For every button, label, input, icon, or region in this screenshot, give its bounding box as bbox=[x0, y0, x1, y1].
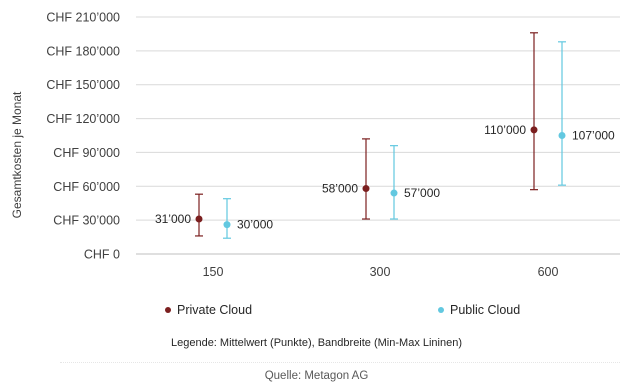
y-tick-label: CHF 90’000 bbox=[53, 146, 120, 160]
legend-marker-public-icon bbox=[438, 307, 444, 313]
data-label: 58’000 bbox=[322, 182, 358, 196]
chart-area: CHF 0 CHF 30’000 CHF 60’000 CHF 90’000 CHF 1… bbox=[10, 11, 620, 279]
y-tick-label: CHF 0 bbox=[84, 248, 120, 262]
source-caption: Quelle: Metagon AG bbox=[264, 370, 369, 382]
mean-point bbox=[390, 189, 398, 197]
data-label: 30’000 bbox=[237, 218, 273, 232]
divider bbox=[60, 362, 620, 363]
legend-item-private-cloud: Private Cloud bbox=[165, 303, 252, 317]
mean-point bbox=[195, 215, 203, 223]
y-axis-title: Gesamtkosten je Monat bbox=[10, 91, 24, 218]
x-tick-label: 150 bbox=[203, 265, 224, 279]
x-tick-label: 600 bbox=[538, 265, 559, 279]
mean-point bbox=[223, 221, 231, 229]
legend-item-public-cloud: Public Cloud bbox=[438, 303, 520, 317]
mean-point bbox=[558, 132, 566, 139]
y-tick-label: CHF 30’000 bbox=[53, 214, 120, 228]
data-label: 57’000 bbox=[404, 186, 440, 200]
x-axis-ticks: 150 300 600 bbox=[203, 265, 559, 279]
legend-note: Legende: Mittelwert (Punkte), Bandbreite… bbox=[170, 337, 463, 349]
data-label: 31’000 bbox=[155, 212, 191, 226]
legend-marker-private-icon bbox=[165, 307, 171, 313]
legend-label-private: Private Cloud bbox=[177, 303, 253, 317]
y-tick-label: CHF 150’000 bbox=[46, 78, 120, 92]
x-tick-label: 300 bbox=[370, 265, 391, 279]
y-tick-label: CHF 120’000 bbox=[46, 112, 120, 126]
data-label: 110’000 bbox=[484, 123, 526, 137]
legend: Private Cloud Public Cloud bbox=[0, 303, 633, 323]
y-tick-label: CHF 210’000 bbox=[46, 11, 120, 25]
y-tick-label: CHF 180’000 bbox=[46, 44, 120, 58]
mean-point bbox=[362, 185, 370, 193]
mean-point bbox=[530, 126, 538, 134]
data-marks: 31’000 58’000 110’000 30’000 57’000 107’000 bbox=[155, 32, 615, 239]
y-axis-ticks: CHF 0 CHF 30’000 CHF 60’000 CHF 90’000 CHF 1… bbox=[46, 11, 120, 262]
y-tick-label: CHF 60’000 bbox=[53, 180, 120, 194]
gridlines bbox=[136, 16, 620, 255]
data-label: 107’000 bbox=[572, 129, 615, 143]
legend-label-public: Public Cloud bbox=[450, 303, 521, 317]
